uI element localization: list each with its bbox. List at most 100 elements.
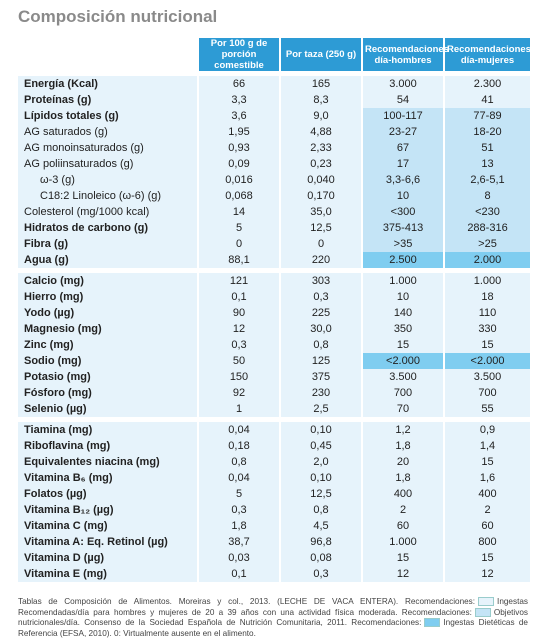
legend-swatch [424,618,441,628]
cell: 13 [443,156,530,172]
cell: 800 [443,534,530,550]
row-label: Potasio (mg) [18,369,198,385]
cell: 100-117 [361,108,444,124]
cell: 15 [361,550,444,566]
cell: 50 [197,353,280,369]
cell: 121 [197,268,280,289]
cell: 2 [361,502,444,518]
cell: 2,6-5,1 [443,172,530,188]
footnote-text: Objetivos nutricionales/día. Consenso de… [18,607,528,628]
table-row: Vitamina A: Eq. Retinol (µg) 38,7 96,8 1.00… [18,534,530,550]
table-row: Vitamina B₁₂ (µg) 0,3 0,8 2 2 [18,502,530,518]
cell: 220 [279,252,362,271]
table-row: AG poliinsaturados (g) 0,09 0,23 17 13 [18,156,530,172]
row-label: Sodio (mg) [18,353,198,369]
table-row: Selenio (µg) 1 2,5 70 55 [18,401,530,420]
cell: 0,040 [279,172,362,188]
cell: 2,5 [279,401,362,420]
table-row: C18:2 Linoleico (ω-6) (g) 0,068 0,170 10 8 [18,188,530,204]
cell: 1,2 [361,417,444,438]
row-label: Colesterol (mg/1000 kcal) [18,204,198,220]
cell: 35,0 [279,204,362,220]
cell: 2.300 [443,71,530,92]
cell: 350 [361,321,444,337]
cell: 92 [197,385,280,401]
cell: 12,5 [279,486,362,502]
cell: 14 [197,204,280,220]
cell: 0,068 [197,188,280,204]
row-label: Equivalentes niacina (mg) [18,454,198,470]
cell: 0,18 [197,438,280,454]
column-header: Por 100 g de porción comestible [197,38,280,74]
cell: 54 [361,92,444,108]
cell: 3,3-6,6 [361,172,444,188]
row-label: Vitamina B₁₂ (µg) [18,502,198,518]
cell: 1,8 [361,470,444,486]
cell: 9,0 [279,108,362,124]
table-row: Magnesio (mg) 12 30,0 350 330 [18,321,530,337]
table-row: Fibra (g) 0 0 >35 >25 [18,236,530,252]
cell: 110 [443,305,530,321]
table-row: Energía (Kcal) 66 165 3.000 2.300 [18,71,530,92]
cell: 15 [443,454,530,470]
cell: 10 [361,289,444,305]
column-header: Recomendaciones día-hombres [361,38,449,74]
cell: 1,8 [197,518,280,534]
table-row: Hierro (mg) 0,1 0,3 10 18 [18,289,530,305]
table-body: Energía (Kcal) 66 165 3.000 2.300 Proteínas (… [18,71,530,582]
cell: 1,4 [443,438,530,454]
row-label: Riboflavina (mg) [18,438,198,454]
cell: 12,5 [279,220,362,236]
cell: 0,3 [279,566,362,582]
cell: 77-89 [443,108,530,124]
cell: 12 [361,566,444,582]
cell: 2,0 [279,454,362,470]
cell: 2.000 [443,252,530,271]
footnote-text: Tablas de Composición de Alimentos. More… [18,597,476,606]
cell: 0,3 [197,502,280,518]
cell: 0,09 [197,156,280,172]
cell: 30,0 [279,321,362,337]
cell: 288-316 [443,220,530,236]
cell: <2.000 [443,353,530,369]
legend-swatch [478,597,495,607]
row-label: Agua (g) [18,252,198,271]
table-row: Vitamina D (µg) 0,03 0,08 15 15 [18,550,530,566]
cell: 90 [197,305,280,321]
cell: 700 [361,385,444,401]
cell: 0,10 [279,417,362,438]
footnote: Tablas de Composición de Alimentos. More… [18,597,528,639]
row-label: Folatos (µg) [18,486,198,502]
row-label: AG monoinsaturados (g) [18,140,198,156]
row-label: Vitamina D (µg) [18,550,198,566]
table-row: Vitamina C (mg) 1,8 4,5 60 60 [18,518,530,534]
cell: 400 [443,486,530,502]
cell: 165 [279,71,362,92]
cell: 17 [361,156,444,172]
cell: 70 [361,401,444,420]
row-label: Zinc (mg) [18,337,198,353]
table-row: Fósforo (mg) 92 230 700 700 [18,385,530,401]
row-label: Tiamina (mg) [18,417,198,438]
cell: 1,8 [361,438,444,454]
cell: 55 [443,401,530,420]
cell: 2,33 [279,140,362,156]
table-row: ω-3 (g) 0,016 0,040 3,3-6,6 2,6-5,1 [18,172,530,188]
row-label: Hidratos de carbono (g) [18,220,198,236]
cell: 10 [361,188,444,204]
cell: 0,10 [279,470,362,486]
header-row: Por 100 g de porción comestible Por taza … [18,38,531,74]
table-row: Sodio (mg) 50 125 <2.000 <2.000 [18,353,530,369]
table-row: Potasio (mg) 150 375 3.500 3.500 [18,369,530,385]
row-label: AG saturados (g) [18,124,198,140]
cell: 3.500 [361,369,444,385]
table-row: Riboflavina (mg) 0,18 0,45 1,8 1,4 [18,438,530,454]
column-header: Recomendaciones día-mujeres [443,38,531,74]
table-row: AG saturados (g) 1,95 4,88 23-27 18-20 [18,124,530,140]
cell: 0,08 [279,550,362,566]
row-label: Vitamina E (mg) [18,566,198,582]
row-label: AG poliinsaturados (g) [18,156,198,172]
row-label: Fósforo (mg) [18,385,198,401]
cell: 0,170 [279,188,362,204]
